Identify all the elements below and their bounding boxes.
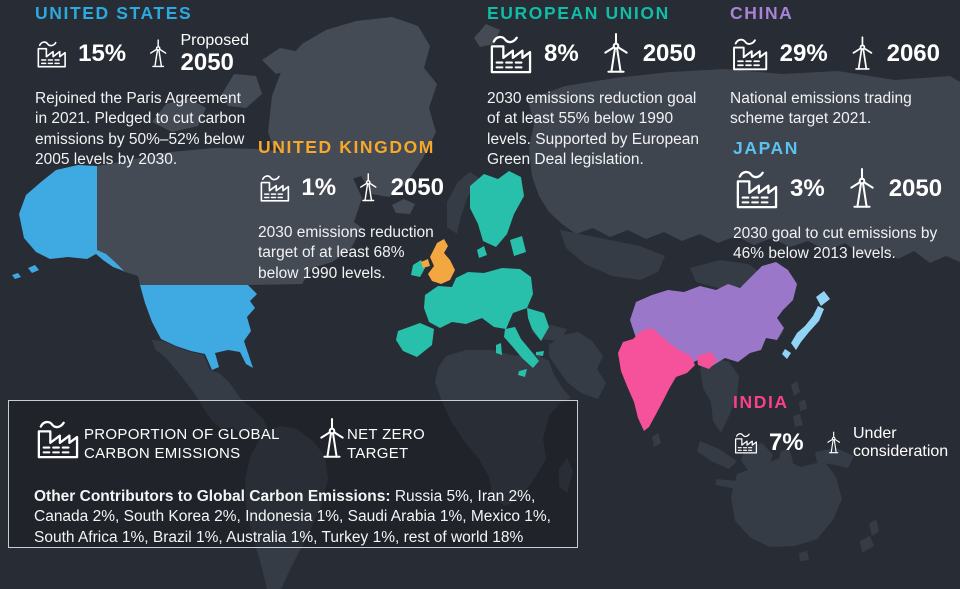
net-zero-target: Proposed 2050 <box>180 31 250 76</box>
region-description: National emissions trading scheme target… <box>730 90 912 128</box>
emissions-share: 29% <box>779 40 828 67</box>
map-european-union <box>396 171 549 377</box>
net-zero-target: 2050 <box>390 173 444 201</box>
legend-other-contributors: Other Contributors to Global Carbon Emis… <box>34 487 566 549</box>
emissions-share: 3% <box>790 175 825 202</box>
region-stats: 7% Under consideration <box>733 419 959 467</box>
region-title: UNITED STATES <box>35 3 193 23</box>
map-united-states <box>12 165 257 370</box>
region-title: INDIA <box>733 392 789 412</box>
wind-turbine-icon <box>360 173 377 202</box>
region-title: EUROPEAN UNION <box>487 3 670 23</box>
map-russia <box>528 69 960 263</box>
wind-turbine-icon <box>849 167 874 208</box>
factory-icon <box>260 175 290 202</box>
region-block-united-kingdom: UNITED KINGDOM 1% 2050 2030 emissions re… <box>258 137 444 284</box>
region-stats: 15% Proposed 2050 <box>35 30 249 78</box>
net-zero-target: 2050 <box>642 39 697 67</box>
factory-icon <box>37 420 79 459</box>
factory-icon <box>37 41 66 68</box>
wind-turbine-icon <box>320 417 344 458</box>
region-stats: 3% 2050 <box>733 165 953 213</box>
map-other-lands <box>152 172 879 589</box>
legend-contributors-intro: Other Contributors to Global Carbon Emis… <box>34 487 391 505</box>
map-united-kingdom <box>421 239 455 284</box>
region-description: 2030 goal to cut emissions by 46% below … <box>733 225 938 263</box>
region-block-china: CHINA 29% 2060 National emissions tradin… <box>730 3 940 130</box>
legend-net-zero-label: NET ZERO TARGET <box>347 426 425 462</box>
region-stats: 29% 2060 <box>730 30 940 78</box>
wind-turbine-icon <box>603 32 628 73</box>
map-india <box>618 328 717 431</box>
region-block-japan: JAPAN 3% 2050 2030 goal to cut emissions… <box>733 138 953 265</box>
region-description: 2030 emissions reduction target of at le… <box>258 224 434 282</box>
region-description: Rejoined the Paris Agreement in 2021. Pl… <box>35 90 246 169</box>
legend-emissions-label: PROPORTION OF GLOBAL CARBON EMISSIONS <box>84 426 280 462</box>
factory-icon <box>733 38 768 71</box>
region-title: CHINA <box>730 3 794 23</box>
map-north-lands <box>97 17 500 285</box>
legend-box: PROPORTION OF GLOBAL CARBON EMISSIONS NE… <box>8 400 578 548</box>
wind-turbine-icon <box>852 36 872 70</box>
net-zero-target: 2060 <box>886 39 940 67</box>
wind-turbine-icon <box>826 431 840 454</box>
emissions-share: 1% <box>301 174 337 201</box>
region-block-india: INDIA 7% Under consideration <box>733 392 959 467</box>
region-title: UNITED KINGDOM <box>258 137 435 157</box>
region-title: JAPAN <box>733 138 800 158</box>
region-stats: 1% 2050 <box>258 164 444 212</box>
factory-icon <box>736 170 778 209</box>
region-block-united-states: UNITED STATES 15% Proposed 2050 Rejoined… <box>35 3 249 171</box>
emissions-share: 8% <box>544 40 579 67</box>
emissions-share: 15% <box>78 40 127 67</box>
map-japan <box>782 291 830 359</box>
emissions-share: 7% <box>768 429 804 456</box>
region-block-european-union: EUROPEAN UNION 8% 2050 2030 emissions re… <box>487 3 705 171</box>
net-zero-target: 2050 <box>888 174 943 202</box>
wind-turbine-icon <box>150 39 167 68</box>
region-description: 2030 emissions reduction goal of at leas… <box>487 90 699 169</box>
factory-icon <box>734 433 758 454</box>
factory-icon <box>490 35 532 74</box>
legend-contributors-list: Russia 5%, Iran 2%, Canada 2%, South Kor… <box>34 487 551 546</box>
net-zero-target: Under consideration <box>853 425 949 460</box>
region-stats: 8% 2050 <box>487 30 705 78</box>
map-china <box>630 262 797 366</box>
